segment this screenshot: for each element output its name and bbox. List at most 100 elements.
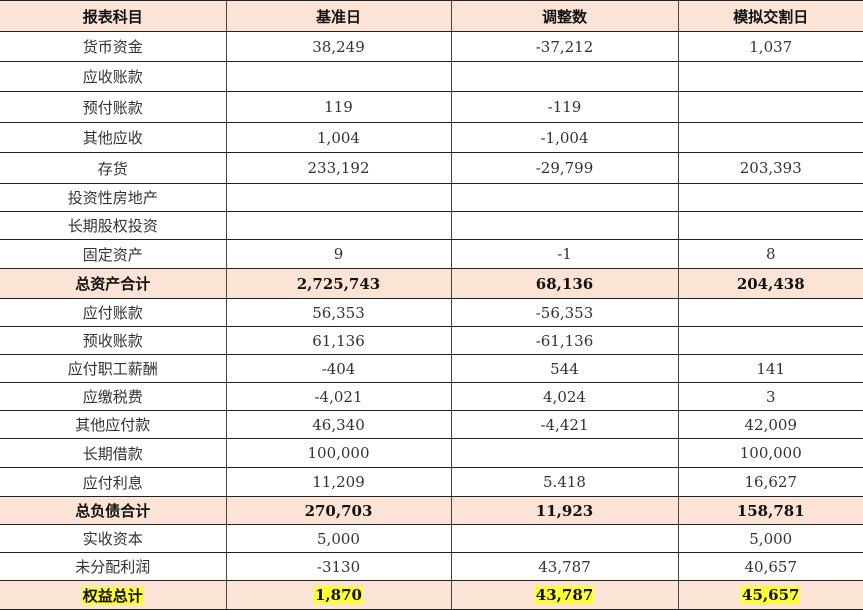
cell-adjust: 544 [451, 354, 679, 383]
cell-item: 应缴税费 [0, 382, 227, 411]
cell-adjust [451, 183, 679, 212]
table-row: 应付利息 11,209 5.418 16,627 [0, 467, 863, 497]
total-row: 总资产合计 2,725,743 68,136 204,438 [0, 268, 863, 299]
cell-adjust [451, 61, 679, 92]
cell-adjust: -1 [451, 239, 679, 269]
cell-sim: 45,657 [678, 580, 863, 610]
cell-item: 其他应收 [0, 122, 227, 153]
cell-item: 其他应付款 [0, 410, 227, 439]
header-base-date: 基准日 [226, 0, 452, 32]
cell-item: 预收账款 [0, 326, 227, 355]
table-row: 预付账款 119 -119 [0, 91, 863, 123]
cell-sim: 158,781 [678, 496, 863, 525]
cell-adjust [451, 211, 679, 240]
cell-sim [678, 61, 863, 92]
total-row: 权益总计 1,870 43,787 45,657 [0, 580, 863, 610]
cell-sim: 3 [678, 382, 863, 411]
cell-sim: 141 [678, 354, 863, 383]
table-row: 预收账款 61,136 -61,136 [0, 326, 863, 355]
cell-adjust [451, 524, 679, 553]
cell-sim: 203,393 [678, 152, 863, 184]
cell-sim [678, 326, 863, 355]
cell-item: 货币资金 [0, 31, 227, 62]
table-row: 固定资产 9 -1 8 [0, 239, 863, 269]
cell-base: 2,725,743 [226, 268, 452, 299]
highlighted-value: 权益总计 [81, 586, 144, 605]
total-row: 总负债合计 270,703 11,923 158,781 [0, 496, 863, 525]
cell-base: 100,000 [226, 438, 452, 468]
cell-sim: 40,657 [678, 552, 863, 581]
cell-base: 1,870 [226, 580, 452, 610]
table-row: 未分配利润 -3130 43,787 40,657 [0, 552, 863, 581]
cell-base: 270,703 [226, 496, 452, 525]
table-row: 应付职工薪酬 -404 544 141 [0, 354, 863, 383]
cell-sim [678, 183, 863, 212]
cell-sim [678, 91, 863, 123]
cell-item: 未分配利润 [0, 552, 227, 581]
cell-adjust: 5.418 [451, 467, 679, 497]
cell-adjust: -119 [451, 91, 679, 123]
cell-item: 存货 [0, 152, 227, 184]
cell-item: 固定资产 [0, 239, 227, 269]
cell-adjust: -4,421 [451, 410, 679, 439]
cell-item: 总资产合计 [0, 268, 227, 299]
cell-base: 119 [226, 91, 452, 123]
cell-base: 11,209 [226, 467, 452, 497]
cell-item: 应收账款 [0, 61, 227, 92]
table-row: 存货 233,192 -29,799 203,393 [0, 152, 863, 184]
cell-sim: 1,037 [678, 31, 863, 62]
cell-adjust: -61,136 [451, 326, 679, 355]
cell-item: 应付利息 [0, 467, 227, 497]
cell-adjust: 43,787 [451, 552, 679, 581]
cell-base: 233,192 [226, 152, 452, 184]
table-row: 货币资金 38,249 -37,212 1,037 [0, 31, 863, 62]
cell-item: 长期借款 [0, 438, 227, 468]
table-row: 投资性房地产 [0, 183, 863, 212]
cell-base [226, 61, 452, 92]
cell-base [226, 211, 452, 240]
cell-adjust: 68,136 [451, 268, 679, 299]
header-item: 报表科目 [0, 0, 227, 32]
cell-base: 46,340 [226, 410, 452, 439]
cell-item: 应付账款 [0, 298, 227, 327]
table-row: 应收账款 [0, 61, 863, 92]
cell-base [226, 183, 452, 212]
cell-base: 61,136 [226, 326, 452, 355]
header-simulated-date: 模拟交割日 [678, 0, 863, 32]
cell-sim: 100,000 [678, 438, 863, 468]
cell-base: 38,249 [226, 31, 452, 62]
cell-adjust: -56,353 [451, 298, 679, 327]
cell-sim: 8 [678, 239, 863, 269]
cell-base: 56,353 [226, 298, 452, 327]
cell-adjust: 11,923 [451, 496, 679, 525]
cell-base: -4,021 [226, 382, 452, 411]
table-row: 长期股权投资 [0, 211, 863, 240]
cell-sim: 5,000 [678, 524, 863, 553]
cell-item: 应付职工薪酬 [0, 354, 227, 383]
table-row: 应缴税费 -4,021 4,024 3 [0, 382, 863, 411]
cell-sim: 204,438 [678, 268, 863, 299]
cell-adjust: -29,799 [451, 152, 679, 184]
cell-sim [678, 122, 863, 153]
cell-base: -3130 [226, 552, 452, 581]
cell-base: 5,000 [226, 524, 452, 553]
cell-item: 总负债合计 [0, 496, 227, 525]
cell-sim: 42,009 [678, 410, 863, 439]
cell-adjust [451, 438, 679, 468]
cell-item: 实收资本 [0, 524, 227, 553]
cell-adjust: 4,024 [451, 382, 679, 411]
table-row: 长期借款 100,000 100,000 [0, 438, 863, 468]
table-row: 其他应付款 46,340 -4,421 42,009 [0, 410, 863, 439]
cell-sim: 16,627 [678, 467, 863, 497]
cell-adjust: -37,212 [451, 31, 679, 62]
cell-base: -404 [226, 354, 452, 383]
header-adjustment: 调整数 [451, 0, 679, 32]
table-header-row: 报表科目 基准日 调整数 模拟交割日 [0, 0, 863, 32]
cell-sim [678, 298, 863, 327]
cell-item: 预付账款 [0, 91, 227, 123]
cell-sim [678, 211, 863, 240]
table-row: 应付账款 56,353 -56,353 [0, 298, 863, 327]
cell-base: 9 [226, 239, 452, 269]
cell-base: 1,004 [226, 122, 452, 153]
